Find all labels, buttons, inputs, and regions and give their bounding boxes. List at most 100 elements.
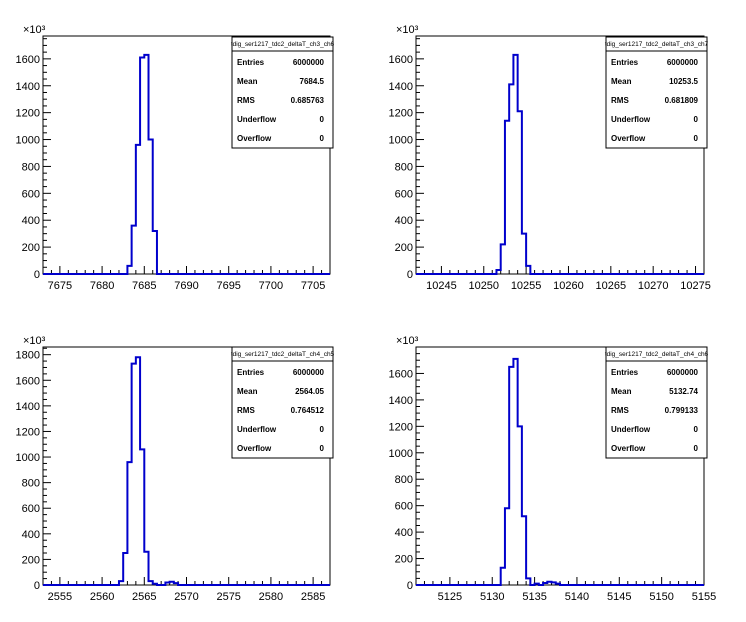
stats-value: 10253.5 [669, 77, 698, 86]
histogram-bin [501, 244, 505, 274]
x-tick-label: 2560 [90, 591, 114, 603]
stats-label: Overflow [611, 134, 646, 143]
y-tick-label: 200 [395, 554, 413, 566]
stats-value: 5132.74 [669, 387, 698, 396]
x-tick-label: 10260 [553, 280, 584, 292]
stats-label: RMS [611, 406, 629, 415]
histogram-bin [518, 111, 522, 274]
histogram-bin [513, 359, 517, 585]
y-tick-label: 200 [22, 242, 40, 254]
stats-label: Underflow [611, 115, 651, 124]
histogram-bin [526, 266, 530, 274]
histogram-bin [518, 426, 522, 585]
stats-label: Mean [611, 387, 632, 396]
histogram-bin [170, 582, 174, 585]
y-tick-label: 1600 [389, 368, 413, 380]
histogram-bin [496, 270, 500, 274]
stats-value: 6000000 [667, 58, 699, 67]
y-tick-label: 1200 [389, 421, 413, 433]
histogram-bin [127, 266, 131, 274]
stats-label: Entries [237, 58, 265, 67]
stats-box-border [231, 36, 334, 149]
histogram-bin [505, 508, 509, 585]
y-tick-label: 800 [22, 478, 40, 490]
x-tick-label: 5150 [649, 591, 673, 603]
stats-label: Entries [611, 58, 639, 67]
stats-value: 7684.5 [300, 77, 325, 86]
y-tick-label: 200 [22, 554, 40, 566]
stats-title: tdig_ser1217_tdc2_deltaT_ch4_ch6 [605, 351, 709, 358]
x-tick-label: 7695 [216, 280, 240, 292]
x-tick-label: 5155 [692, 591, 716, 603]
y-tick-label: 600 [395, 188, 413, 200]
x-tick-label: 2570 [174, 591, 198, 603]
stats-value: 0.799133 [665, 406, 699, 415]
x-tick-label: 5125 [438, 591, 462, 603]
stats-value: 6000000 [293, 58, 325, 67]
histogram-bin [543, 583, 547, 585]
stats-value: 0.764512 [291, 406, 325, 415]
y-axis-multiplier: ×10³ [396, 24, 419, 36]
y-tick-label: 1400 [16, 401, 40, 413]
stats-value: 0 [320, 115, 325, 124]
y-tick-label: 400 [22, 529, 40, 541]
y-axis-multiplier: ×10³ [23, 335, 46, 347]
y-tick-label: 0 [407, 580, 413, 592]
histogram-bin [513, 55, 517, 274]
stats-value: 0 [320, 425, 325, 434]
histogram-bin [132, 226, 136, 274]
histogram-bin [149, 581, 153, 585]
stats-label: Underflow [237, 115, 277, 124]
stats-label: Overflow [611, 444, 646, 453]
x-tick-label: 10275 [680, 280, 711, 292]
x-tick-label: 10265 [596, 280, 627, 292]
stats-value: 0 [694, 134, 699, 143]
x-tick-label: 7680 [90, 280, 114, 292]
x-tick-label: 5135 [522, 591, 546, 603]
x-tick-label: 2580 [259, 591, 283, 603]
stats-value: 0 [694, 425, 699, 434]
histogram-bin [144, 55, 148, 274]
y-tick-label: 0 [34, 580, 40, 592]
histogram-line [43, 53, 330, 275]
y-tick-label: 200 [395, 242, 413, 254]
histogram-bin [552, 582, 556, 585]
stats-label: Mean [237, 387, 258, 396]
histogram-bin [165, 582, 169, 585]
y-tick-label: 1600 [16, 54, 40, 66]
x-tick-label: 7685 [132, 280, 156, 292]
histogram-bin [547, 582, 551, 585]
histogram-bin [144, 552, 148, 585]
stats-title: tdig_ser1217_tdc2_deltaT_ch3_ch6 [231, 41, 335, 48]
histogram-bin [149, 140, 153, 274]
stats-box: tdig_ser1217_tdc2_deltaT_ch4_ch6 Entries 6… [605, 346, 709, 459]
histogram-bin [522, 516, 526, 585]
x-tick-label: 5130 [480, 591, 504, 603]
histogram-bin [136, 145, 140, 274]
stats-label: Underflow [611, 425, 651, 434]
stats-box: tdig_ser1217_tdc2_deltaT_ch4_ch5 Entries 6… [231, 346, 335, 459]
y-tick-label: 0 [34, 269, 40, 281]
stats-label: RMS [237, 406, 255, 415]
stats-value: 6000000 [667, 368, 699, 377]
x-tick-label: 10270 [638, 280, 669, 292]
histogram-bin [140, 449, 144, 585]
y-axis-multiplier: ×10³ [23, 24, 46, 36]
y-tick-label: 1200 [16, 426, 40, 438]
y-tick-label: 600 [395, 501, 413, 513]
histogram-bin [526, 578, 530, 585]
y-tick-label: 1600 [389, 54, 413, 66]
x-tick-label: 7690 [174, 280, 198, 292]
stats-value: 0.681809 [665, 96, 699, 105]
y-tick-label: 0 [407, 269, 413, 281]
histogram-bin [123, 553, 127, 585]
histogram-bin [535, 584, 539, 585]
y-tick-label: 1800 [16, 350, 40, 362]
y-tick-label: 800 [395, 161, 413, 173]
histogram-bin [501, 568, 505, 585]
histogram-bin [522, 234, 526, 274]
histogram-bin [153, 231, 157, 274]
stats-box: tdig_ser1217_tdc2_deltaT_ch3_ch7 Entries 6… [605, 36, 709, 149]
histogram-line [43, 356, 330, 586]
